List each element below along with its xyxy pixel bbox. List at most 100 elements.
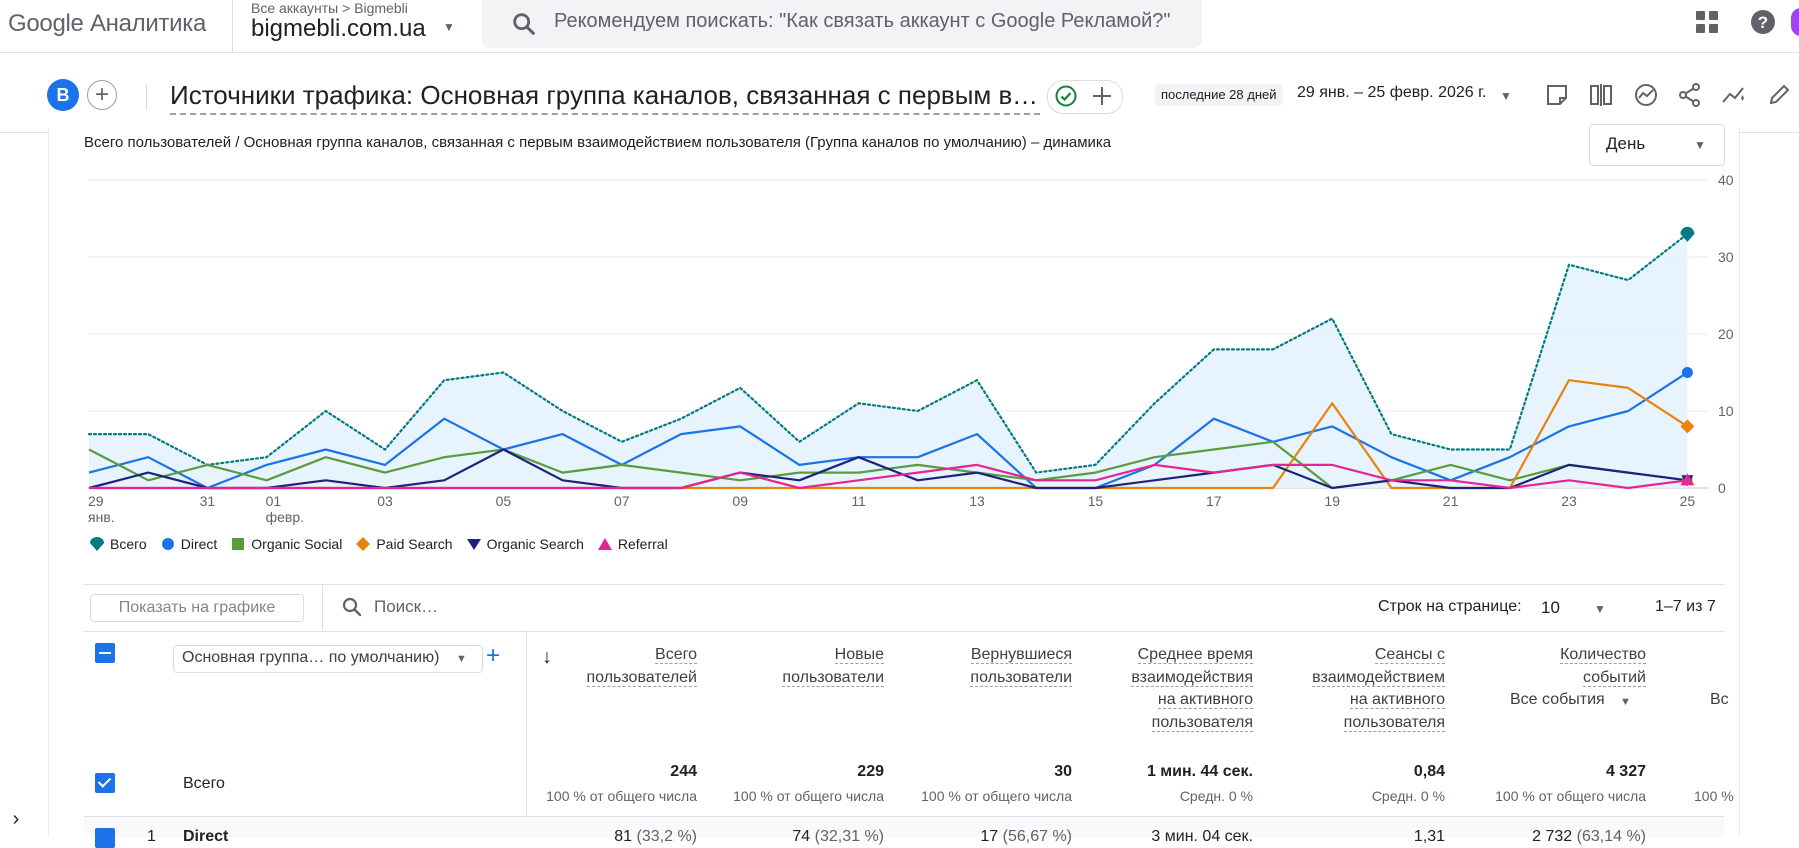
legend-item[interactable]: Paid Search xyxy=(356,536,453,552)
help-icon[interactable]: ? xyxy=(1749,8,1777,36)
total-subtext: 100 % от общего числа xyxy=(921,788,1072,804)
property-selector[interactable]: bigmebli.com.ua xyxy=(251,15,426,42)
series-end-marker xyxy=(1680,473,1695,486)
event-filter-select[interactable]: Все события xyxy=(1510,691,1605,708)
row-dimension-value[interactable]: Direct xyxy=(183,828,229,845)
total-row-checkbox[interactable] xyxy=(95,773,115,793)
divider xyxy=(232,0,233,52)
chart-legend: Всего Direct Organic Social Paid Search Orga… xyxy=(90,536,682,556)
dimension-select[interactable] xyxy=(173,645,483,673)
row-index: 1 xyxy=(147,828,156,845)
legend-item[interactable]: Organic Search xyxy=(466,536,584,552)
add-filter-icon[interactable] xyxy=(1090,84,1114,108)
chart-area xyxy=(89,233,1688,488)
column-header-line: на активного xyxy=(1157,691,1253,709)
comparison-segment-b[interactable]: B xyxy=(47,79,79,111)
x-tick-label: 19 xyxy=(1324,493,1340,509)
column-header[interactable]: Всего пользователей xyxy=(586,644,697,689)
x-tick-label: 25 xyxy=(1680,493,1696,509)
svg-text:?: ? xyxy=(1758,13,1768,32)
chevron-down-icon[interactable]: ▼ xyxy=(1620,696,1631,708)
chevron-down-icon[interactable]: ▼ xyxy=(456,653,467,665)
column-header[interactable]: Сеансы с взаимодействием на активного польз… xyxy=(1312,644,1445,734)
series-area-total xyxy=(89,233,1688,488)
global-search-bar[interactable] xyxy=(482,0,1202,48)
column-header-line: Сеансы с xyxy=(1374,646,1445,664)
legend-item[interactable]: Direct xyxy=(161,536,217,552)
column-header-line: пользователя xyxy=(1343,713,1445,732)
legend-label: Paid Search xyxy=(376,536,453,552)
legend-label: Organic Social xyxy=(251,536,343,552)
legend-marker-icon xyxy=(356,537,371,551)
global-search-input[interactable]: Рекомендуем поискать: "Как связать аккау… xyxy=(554,10,1171,32)
x-tick-label: 13 xyxy=(969,493,985,509)
add-dimension-button[interactable]: + xyxy=(486,642,501,669)
column-header-line: Всего xyxy=(655,646,697,664)
search-icon[interactable] xyxy=(510,10,538,38)
rows-per-page-label: Строк на странице: xyxy=(1378,598,1522,615)
total-value: 244 xyxy=(670,763,697,780)
x-tick-sublabel: февр. xyxy=(266,509,304,525)
chevron-down-icon[interactable]: ▼ xyxy=(1500,89,1512,103)
row-metric-cell: 17 (56,67 %) xyxy=(980,828,1072,846)
app-logo[interactable]: Google Аналитика xyxy=(8,10,207,37)
series-end-marker xyxy=(1680,226,1695,242)
apps-grid-icon[interactable] xyxy=(1695,10,1719,34)
edit-pencil-icon[interactable] xyxy=(1766,82,1792,108)
period-chip[interactable]: последние 28 дней xyxy=(1155,84,1283,106)
chevron-down-icon[interactable]: ▼ xyxy=(1594,602,1606,616)
account-breadcrumb[interactable]: Все аккаунты > Bigmebli xyxy=(251,0,408,16)
report-title[interactable]: Источники трафика: Основная группа канал… xyxy=(170,80,1040,115)
insights-icon[interactable] xyxy=(1633,82,1659,108)
column-header[interactable]: Количество событий xyxy=(1560,644,1646,689)
divider xyxy=(84,816,1724,817)
sort-descending-icon[interactable]: ↓ xyxy=(542,646,552,668)
add-comparison-button[interactable]: + xyxy=(87,80,117,110)
chevron-right-icon[interactable]: › xyxy=(12,808,20,830)
legend-item[interactable]: Всего xyxy=(90,536,147,552)
plot-rows-button[interactable]: Показать на графике xyxy=(90,594,304,622)
x-tick-label: 07 xyxy=(614,493,630,509)
rows-per-page-select[interactable]: 10 xyxy=(1541,598,1560,617)
trend-sparkle-icon[interactable] xyxy=(1721,82,1747,108)
total-value: 4 327 xyxy=(1605,763,1646,780)
truncated-column-header[interactable]: Вс xyxy=(1710,691,1729,708)
row-metric-cell: 3 мин. 04 сек. xyxy=(1151,828,1253,846)
column-header[interactable]: Новые пользователи xyxy=(782,644,884,689)
total-value: 1 мин. 44 сек. xyxy=(1146,763,1253,780)
legend-marker-icon xyxy=(161,538,174,550)
search-icon[interactable] xyxy=(340,595,364,619)
pagination-status: 1–7 из 7 xyxy=(1655,598,1716,615)
select-all-checkbox[interactable] xyxy=(95,643,115,663)
legend-item[interactable]: Organic Social xyxy=(231,536,342,552)
check-circle-icon[interactable] xyxy=(1054,84,1078,108)
column-header[interactable]: Вернувшиеся пользователи xyxy=(970,644,1072,689)
column-header-line: пользователя xyxy=(1151,713,1253,732)
table-toolbar xyxy=(84,584,1724,632)
dimension-select-value[interactable]: Основная группа… по умолчанию) xyxy=(182,649,440,666)
chevron-down-icon[interactable]: ▼ xyxy=(1694,138,1706,152)
legend-item[interactable]: Referral xyxy=(597,536,668,552)
y-tick-label: 10 xyxy=(1718,403,1734,419)
chevron-down-icon[interactable]: ▼ xyxy=(443,20,455,34)
total-value: 30 xyxy=(1054,763,1072,780)
account-avatar[interactable] xyxy=(1791,8,1799,36)
total-subtext: 100 % от общего числа xyxy=(1495,788,1646,804)
granularity-value[interactable]: День xyxy=(1606,134,1646,153)
row-checkbox[interactable] xyxy=(95,828,115,848)
column-header-line: Количество xyxy=(1560,646,1646,664)
granularity-select[interactable] xyxy=(1589,124,1725,166)
table-search-input[interactable]: Поиск… xyxy=(374,597,439,616)
date-range-picker[interactable]: 29 янв. – 25 февр. 2026 г. xyxy=(1297,84,1487,101)
x-tick-label: 11 xyxy=(851,493,866,509)
column-header[interactable]: Среднее время взаимодействия на активного п… xyxy=(1131,644,1253,734)
total-subtext: 100 % от общего числа xyxy=(733,788,884,804)
total-subtext: Средн. 0 % xyxy=(1371,788,1445,804)
table-row[interactable] xyxy=(84,817,1724,837)
note-icon[interactable] xyxy=(1544,82,1570,108)
compare-columns-icon[interactable] xyxy=(1588,82,1614,108)
row-metric-cell: 1,31 xyxy=(1414,828,1445,846)
share-icon[interactable] xyxy=(1677,82,1703,108)
